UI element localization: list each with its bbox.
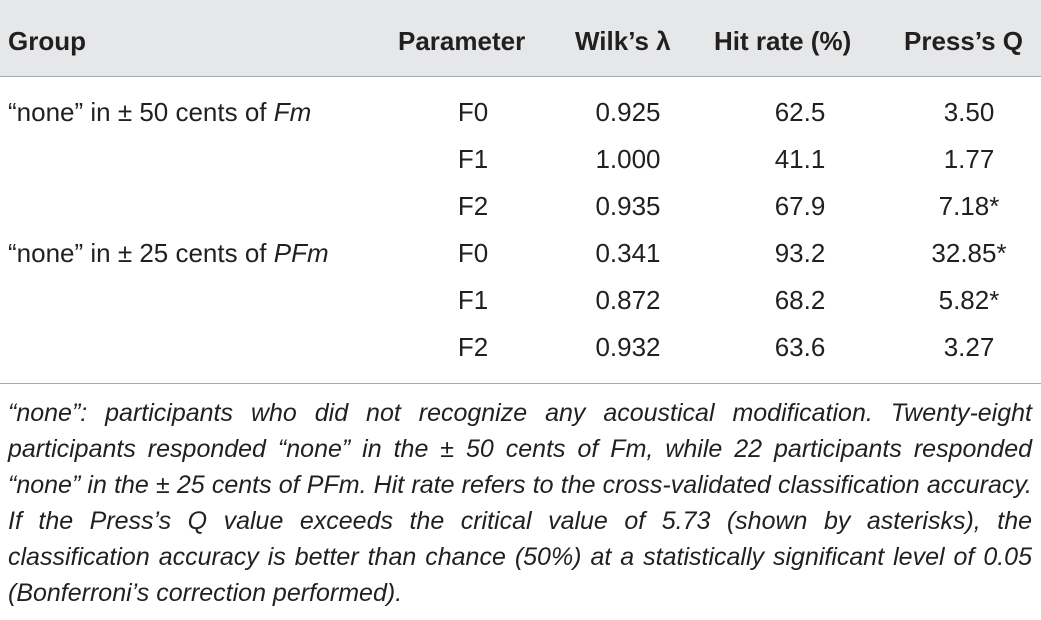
header-hit-rate: Hit rate (%) [714, 26, 852, 56]
table-cell: 1.77 [943, 144, 995, 174]
group-label-italic: Fm [273, 97, 312, 127]
table-cell: 63.6 [774, 332, 826, 362]
table-cell: 41.1 [774, 144, 826, 174]
table-cell: 32.85* [931, 238, 1007, 268]
group-label-text: “none” in ± 50 cents of [8, 97, 274, 127]
table-cell: 3.27 [943, 332, 995, 362]
header-press-q: Press’s Q [904, 26, 1024, 56]
header-group: Group [8, 26, 86, 56]
table-cell: 68.2 [774, 285, 826, 315]
table-cell: 0.932 [595, 332, 661, 362]
table-cell: F0 [457, 97, 489, 127]
table-cell: F2 [457, 191, 489, 221]
header-parameter: Parameter [398, 26, 526, 56]
table-cell: 1.000 [595, 144, 661, 174]
table-cell: 5.82* [938, 285, 1000, 315]
table-cell: F1 [457, 285, 489, 315]
table-cell: 93.2 [774, 238, 826, 268]
group-label-text: “none” in ± 25 cents of [8, 238, 274, 268]
table-cell: 7.18* [938, 191, 1000, 221]
table-footnote: “none”: participants who did not recogni… [8, 399, 1032, 607]
table-cell: F2 [457, 332, 489, 362]
table-cell: F1 [457, 144, 489, 174]
table-cell: 0.341 [595, 238, 661, 268]
group-label-italic: PFm [273, 238, 329, 268]
table-cell: 0.872 [595, 285, 661, 315]
table-cell: 3.50 [943, 97, 995, 127]
group-label-fm: “none” in ± 50 cents of Fm [8, 97, 311, 127]
table-cell: 0.935 [595, 191, 661, 221]
header-wilks-lambda: Wilk’s λ [575, 26, 671, 56]
group-label-pfm: “none” in ± 25 cents of PFm [8, 238, 329, 268]
table-cell: 62.5 [774, 97, 826, 127]
table-header-background [0, 0, 1041, 76]
header-rule [0, 76, 1041, 77]
table-cell: 67.9 [774, 191, 826, 221]
table-cell: 0.925 [595, 97, 661, 127]
table-cell: F0 [457, 238, 489, 268]
table-bottom-rule [0, 383, 1041, 384]
